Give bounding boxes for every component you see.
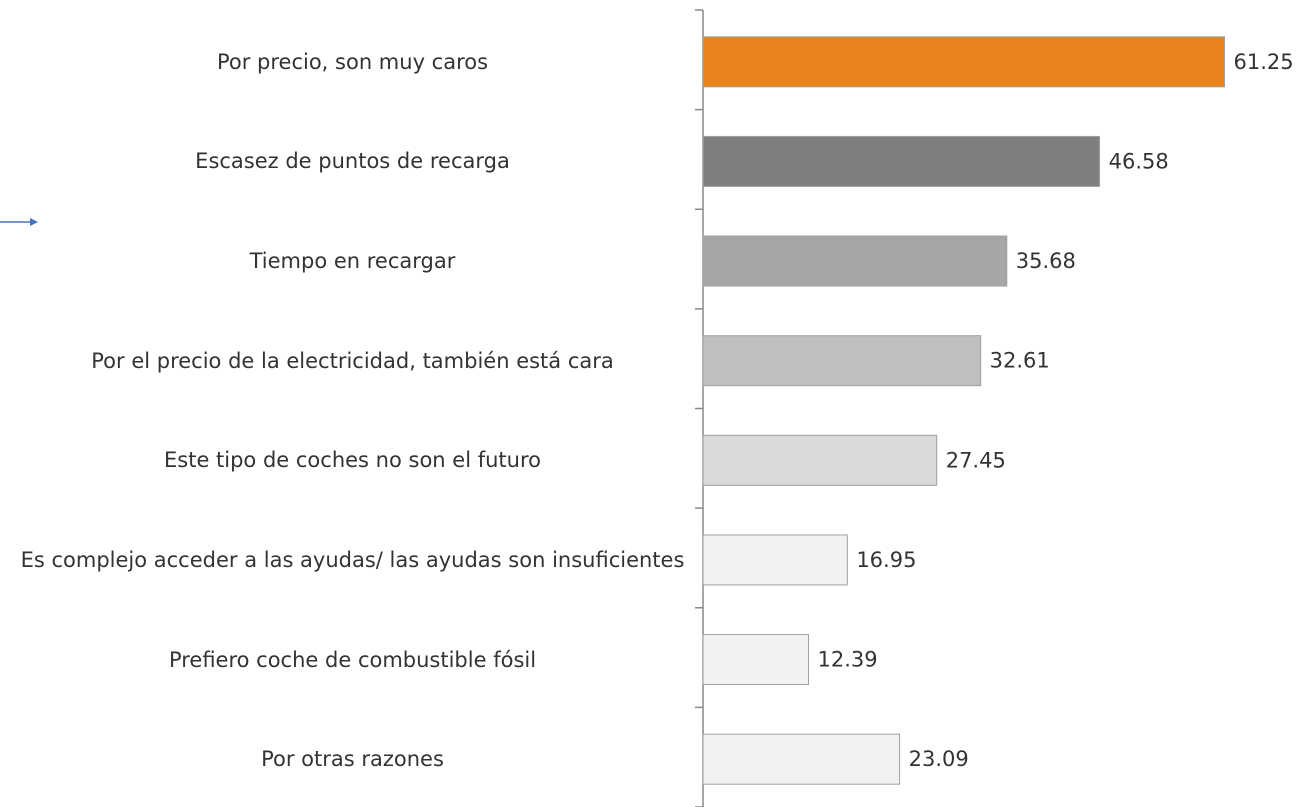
bar (702, 135, 1101, 187)
bar (702, 534, 848, 586)
category-label: Tiempo en recargar (249, 249, 456, 274)
value-label: 46.58 (1109, 149, 1169, 173)
category-label: Escasez de puntos de recarga (195, 149, 510, 174)
bar (702, 235, 1008, 287)
bar (702, 733, 901, 785)
value-label: 27.45 (946, 448, 1006, 472)
bar (702, 335, 982, 387)
category-label: Prefiero coche de combustible fósil (168, 647, 537, 672)
category-label: Por otras razones (261, 747, 444, 772)
arrow-head (30, 218, 38, 226)
value-label: 35.68 (1016, 249, 1076, 273)
bar (702, 434, 938, 486)
category-label: Este tipo de coches no son el futuro (164, 448, 541, 473)
value-label: 16.95 (856, 548, 916, 572)
category-label: Por el precio de la electricidad, tambié… (91, 348, 614, 373)
category-label: Es complejo acceder a las ayudas/ las ay… (20, 547, 685, 572)
bar (702, 36, 1225, 88)
value-label: 12.39 (817, 648, 877, 672)
value-label: 23.09 (909, 747, 969, 771)
bar (702, 634, 809, 686)
value-label: 61.25 (1234, 50, 1294, 74)
value-label: 32.61 (990, 349, 1050, 373)
category-label: Por precio, son muy caros (216, 49, 489, 74)
